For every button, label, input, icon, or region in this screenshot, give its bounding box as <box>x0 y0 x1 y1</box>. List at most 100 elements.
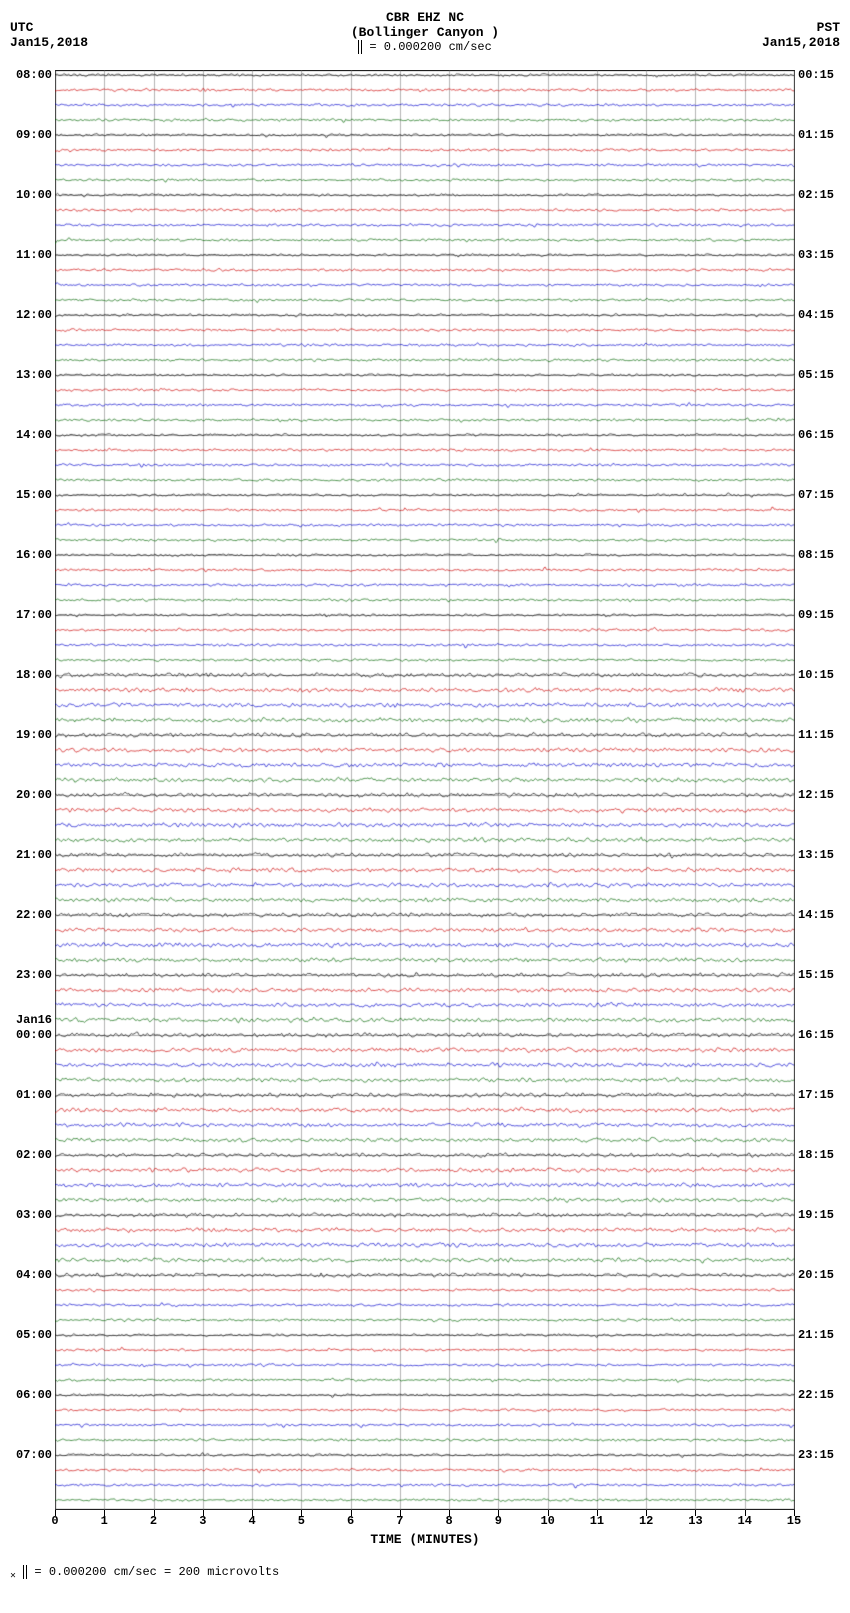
left-time-label: 16:00 <box>16 548 52 562</box>
left-time-label: 12:00 <box>16 308 52 322</box>
x-tick-mark <box>745 1510 746 1516</box>
right-time-label: 18:15 <box>798 1148 834 1162</box>
right-time-label: 19:15 <box>798 1208 834 1222</box>
right-time-label: 04:15 <box>798 308 834 322</box>
footer: × = 0.000200 cm/sec = 200 microvolts <box>10 1565 279 1583</box>
x-tick-label: 7 <box>396 1514 403 1528</box>
seismogram-canvas <box>55 70 795 1510</box>
footer-scale-bar-icon <box>23 1565 27 1579</box>
x-tick-mark <box>301 1510 302 1516</box>
x-tick-label: 10 <box>540 1514 554 1528</box>
x-tick-label: 4 <box>248 1514 255 1528</box>
x-tick-label: 12 <box>639 1514 653 1528</box>
right-time-label: 21:15 <box>798 1328 834 1342</box>
left-time-label: 11:00 <box>16 248 52 262</box>
x-tick-label: 5 <box>298 1514 305 1528</box>
utc-axis-labels: 08:00 09:00 10:00 11:00 12:00 13:00 14:00 15:00… <box>10 70 54 1510</box>
scale-bar-icon <box>358 40 362 54</box>
pst-axis-labels: 00:15 01:15 02:15 03:15 04:15 05:15 06:15 07:15… <box>796 70 840 1510</box>
seismogram-page: UTC Jan15,2018 CBR EHZ NC (Bollinger Can… <box>10 10 840 1570</box>
x-tick-label: 15 <box>787 1514 801 1528</box>
left-time-label: 03:00 <box>16 1208 52 1222</box>
x-tick-label: 2 <box>150 1514 157 1528</box>
left-time-label: 22:00 <box>16 908 52 922</box>
right-time-label: 13:15 <box>798 848 834 862</box>
x-tick-mark <box>252 1510 253 1516</box>
right-time-label: 00:15 <box>798 68 834 82</box>
right-time-label: 06:15 <box>798 428 834 442</box>
x-tick-label: 1 <box>101 1514 108 1528</box>
x-tick-label: 13 <box>688 1514 702 1528</box>
left-time-label: Jan16 <box>16 1013 52 1027</box>
x-tick-mark <box>55 1510 56 1516</box>
left-time-label: 04:00 <box>16 1268 52 1282</box>
header: UTC Jan15,2018 CBR EHZ NC (Bollinger Can… <box>10 10 840 70</box>
left-time-label: 02:00 <box>16 1148 52 1162</box>
x-tick-label: 14 <box>738 1514 752 1528</box>
right-tz: PST <box>762 20 840 35</box>
location-line: (Bollinger Canyon ) <box>10 25 840 40</box>
scale-note: = 0.000200 cm/sec <box>10 40 840 54</box>
right-time-label: 05:15 <box>798 368 834 382</box>
right-time-label: 09:15 <box>798 608 834 622</box>
x-tick-mark <box>449 1510 450 1516</box>
scale-text: = 0.000200 cm/sec <box>369 40 491 54</box>
left-time-label: 18:00 <box>16 668 52 682</box>
x-tick-label: 3 <box>199 1514 206 1528</box>
right-time-label: 10:15 <box>798 668 834 682</box>
right-time-label: 03:15 <box>798 248 834 262</box>
x-tick-mark <box>548 1510 549 1516</box>
left-time-label: 05:00 <box>16 1328 52 1342</box>
x-tick-label: 8 <box>446 1514 453 1528</box>
x-axis-title: TIME (MINUTES) <box>55 1532 795 1547</box>
right-time-label: 16:15 <box>798 1028 834 1042</box>
right-time-label: 23:15 <box>798 1448 834 1462</box>
left-time-label: 17:00 <box>16 608 52 622</box>
x-tick-mark <box>104 1510 105 1516</box>
left-time-label: 14:00 <box>16 428 52 442</box>
left-time-label: 09:00 <box>16 128 52 142</box>
left-time-label: 07:00 <box>16 1448 52 1462</box>
header-right: PST Jan15,2018 <box>762 20 840 50</box>
left-time-label: 15:00 <box>16 488 52 502</box>
right-time-label: 11:15 <box>798 728 834 742</box>
x-tick-label: 9 <box>495 1514 502 1528</box>
x-tick-mark <box>498 1510 499 1516</box>
left-time-label: 08:00 <box>16 68 52 82</box>
left-time-label: 13:00 <box>16 368 52 382</box>
left-time-label: 10:00 <box>16 188 52 202</box>
left-time-label: 21:00 <box>16 848 52 862</box>
x-tick-label: 0 <box>51 1514 58 1528</box>
x-tick-mark <box>794 1510 795 1516</box>
right-time-label: 07:15 <box>798 488 834 502</box>
x-tick-label: 6 <box>347 1514 354 1528</box>
right-date: Jan15,2018 <box>762 35 840 50</box>
left-time-label: 06:00 <box>16 1388 52 1402</box>
right-time-label: 01:15 <box>798 128 834 142</box>
x-tick-mark <box>646 1510 647 1516</box>
footer-sub-icon: × <box>10 1572 16 1583</box>
station-line: CBR EHZ NC <box>10 10 840 25</box>
left-time-label: 23:00 <box>16 968 52 982</box>
footer-text: = 0.000200 cm/sec = 200 microvolts <box>34 1565 279 1579</box>
left-time-label: 01:00 <box>16 1088 52 1102</box>
x-tick-mark <box>154 1510 155 1516</box>
plot-area: 08:00 09:00 10:00 11:00 12:00 13:00 14:00 15:00… <box>10 70 840 1570</box>
right-time-label: 12:15 <box>798 788 834 802</box>
right-time-label: 15:15 <box>798 968 834 982</box>
x-tick-mark <box>597 1510 598 1516</box>
right-time-label: 02:15 <box>798 188 834 202</box>
left-time-label: 20:00 <box>16 788 52 802</box>
x-tick-label: 11 <box>590 1514 604 1528</box>
right-time-label: 14:15 <box>798 908 834 922</box>
header-center: CBR EHZ NC (Bollinger Canyon ) = 0.00020… <box>10 10 840 54</box>
x-tick-mark <box>351 1510 352 1516</box>
right-time-label: 08:15 <box>798 548 834 562</box>
left-time-label: 19:00 <box>16 728 52 742</box>
x-tick-mark <box>400 1510 401 1516</box>
right-time-label: 17:15 <box>798 1088 834 1102</box>
x-tick-mark <box>695 1510 696 1516</box>
right-time-label: 22:15 <box>798 1388 834 1402</box>
right-time-label: 20:15 <box>798 1268 834 1282</box>
left-time-label: 00:00 <box>16 1028 52 1042</box>
